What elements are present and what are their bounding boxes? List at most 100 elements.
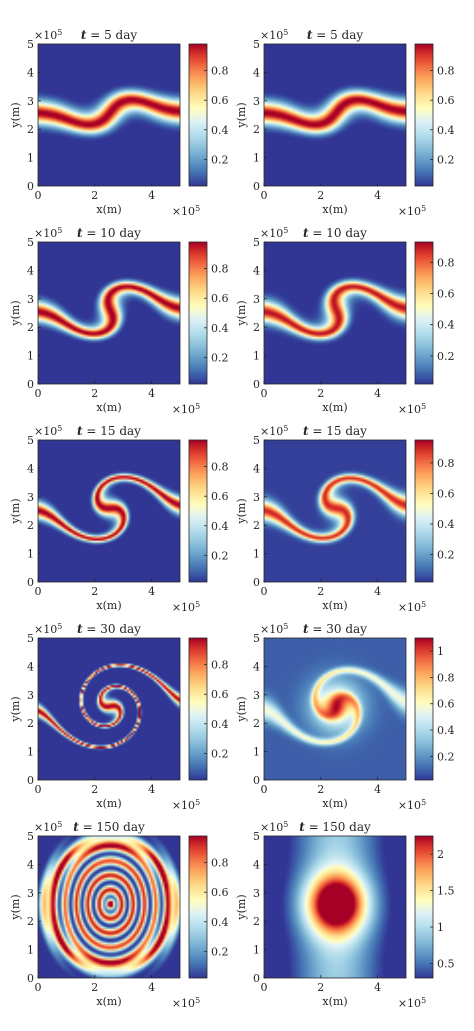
colorbar-tick-label: 0.2 [437,153,455,166]
x-multiplier: ×105 [398,600,426,614]
x-axis-label: x(m) [322,401,347,414]
x-axis-label: x(m) [322,995,347,1008]
colorbar-tick-label: 0.2 [211,351,229,364]
y-multiplier: ×105 [260,28,288,42]
panel-6: t = 15 day ×105 0 2 4 0 1 2 3 4 5 x(m) y(m) ×105 0.2 0.… [235,424,455,614]
x-axis-label: x(m) [96,797,121,810]
y-tick-label: 3 [253,689,260,702]
y-tick-label: 2 [253,123,260,136]
x-axis-label: x(m) [96,599,121,612]
y-tick-label: 2 [253,717,260,730]
y-tick-label: 5 [253,632,260,645]
x-tick-label: 2 [317,981,324,994]
panel-title: t = 10 day [77,226,141,240]
colorbar-tick-label: 0.4 [437,724,455,737]
y-axis-label: y(m) [235,498,248,524]
colorbar-tick-label: 0.4 [437,319,455,332]
y-tick-label: 0 [253,576,260,589]
colorbar-tick-label: 0.4 [437,518,455,531]
colorbar [189,242,207,384]
panel-10: t = 150 day ×105 0 2 4 0 1 2 3 4 5 x(m) y(m) ×105 0.5 1… [235,820,455,1010]
y-multiplier: ×105 [260,226,288,240]
y-tick-label: 4 [27,462,34,475]
heatmap-image [264,440,406,582]
x-axis-label: x(m) [322,203,347,216]
colorbar-frame [414,835,434,979]
panel-8: t = 30 day ×105 0 2 4 0 1 2 3 4 5 x(m) y(m) ×105 0.2 0.… [235,622,455,812]
panel-9: t = 150 day ×105 0 2 4 0 1 2 3 4 5 x(m) y(m) ×105 0.2 0… [9,820,229,1010]
y-tick-label: 1 [27,746,34,759]
y-tick-label: 0 [253,180,260,193]
x-multiplier: ×105 [398,204,426,218]
panel-7: t = 30 day ×105 0 2 4 0 1 2 3 4 5 x(m) y(m) ×105 0.2 0.… [9,622,229,812]
plot-frame [37,43,181,187]
x-tick-label: 4 [374,981,381,994]
x-tick-label: 4 [148,387,155,400]
colorbar-frame [188,43,208,187]
x-axis-label: x(m) [96,401,121,414]
colorbar-tick-label: 1.5 [437,885,455,898]
x-multiplier: ×105 [172,402,200,416]
panel-title: t = 15 day [77,424,141,438]
colorbar-tick-label: 1 [437,921,444,934]
x-tick-label: 4 [148,189,155,202]
y-tick-label: 2 [27,123,34,136]
panel-title: t = 30 day [77,622,141,636]
y-tick-label: 1 [253,152,260,165]
heatmap-image [264,638,406,780]
y-tick-label: 3 [253,887,260,900]
y-tick-label: 4 [27,264,34,277]
y-tick-label: 3 [253,293,260,306]
colorbar [415,44,433,186]
y-tick-label: 5 [27,434,34,447]
x-multiplier: ×105 [172,996,200,1010]
colorbar-tick-label: 0.6 [211,94,229,107]
y-tick-label: 3 [27,887,34,900]
y-multiplier: ×105 [260,622,288,636]
x-tick-label: 2 [91,387,98,400]
colorbar [189,44,207,186]
y-tick-label: 2 [27,321,34,334]
heatmap-image [38,638,180,780]
panel-3: t = 10 day ×105 0 2 4 0 1 2 3 4 5 x(m) y(m) ×105 0.2 0.… [9,226,229,416]
plot-frame [37,439,181,583]
plot-frame [37,835,181,979]
panel-5: t = 15 day ×105 0 2 4 0 1 2 3 4 5 x(m) y(m) ×105 0.2 0.… [9,424,229,614]
colorbar-tick-label: 0.2 [211,747,229,760]
colorbar-tick-label: 0.6 [211,688,229,701]
x-axis-label: x(m) [322,797,347,810]
colorbar-tick-label: 0.4 [211,322,229,335]
x-tick-label: 0 [35,585,42,598]
y-tick-label: 3 [27,491,34,504]
x-tick-label: 4 [148,783,155,796]
colorbar-frame [188,835,208,979]
y-tick-label: 5 [253,38,260,51]
plot-frame [263,835,407,979]
x-axis-label: x(m) [96,203,121,216]
x-multiplier: ×105 [398,798,426,812]
y-axis-label: y(m) [235,102,248,128]
x-tick-label: 2 [91,783,98,796]
y-tick-label: 0 [27,774,34,787]
y-axis-label: y(m) [235,894,248,920]
colorbar-tick-label: 0.2 [211,153,229,166]
y-multiplier: ×105 [260,820,288,834]
colorbar-frame [414,637,434,781]
panel-title: t = 10 day [303,226,367,240]
colorbar-tick-label: 0.6 [437,287,455,300]
colorbar [415,836,433,978]
panel-1: t = 5 day ×105 0 2 4 0 1 2 3 4 5 x(m) y(m) ×105 0.2 0.4… [9,28,229,218]
y-tick-label: 4 [27,858,34,871]
y-multiplier: ×105 [34,226,62,240]
y-tick-label: 3 [253,95,260,108]
y-tick-label: 4 [253,264,260,277]
y-tick-label: 1 [253,548,260,561]
colorbar-tick-label: 0.8 [211,659,229,672]
x-tick-label: 0 [35,387,42,400]
plot-frame [37,637,181,781]
x-tick-label: 2 [317,189,324,202]
y-tick-label: 5 [27,38,34,51]
colorbar-frame [414,241,434,385]
y-tick-label: 1 [253,350,260,363]
heatmap-image [38,44,180,186]
